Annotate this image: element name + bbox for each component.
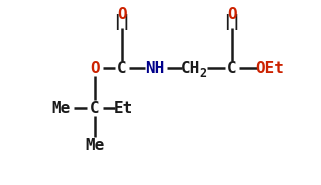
Text: C: C <box>90 100 100 115</box>
Text: CH: CH <box>181 60 201 75</box>
Text: O: O <box>227 6 237 21</box>
Text: ||: || <box>222 14 242 30</box>
Text: Me: Me <box>85 137 105 152</box>
Text: OEt: OEt <box>256 60 284 75</box>
Text: Me: Me <box>51 100 71 115</box>
Text: C: C <box>117 60 127 75</box>
Text: NH: NH <box>145 60 165 75</box>
Text: 2: 2 <box>199 66 206 80</box>
Text: O: O <box>90 60 100 75</box>
Text: Et: Et <box>113 100 133 115</box>
Text: C: C <box>227 60 237 75</box>
Text: O: O <box>117 6 127 21</box>
Text: ||: || <box>112 14 132 30</box>
